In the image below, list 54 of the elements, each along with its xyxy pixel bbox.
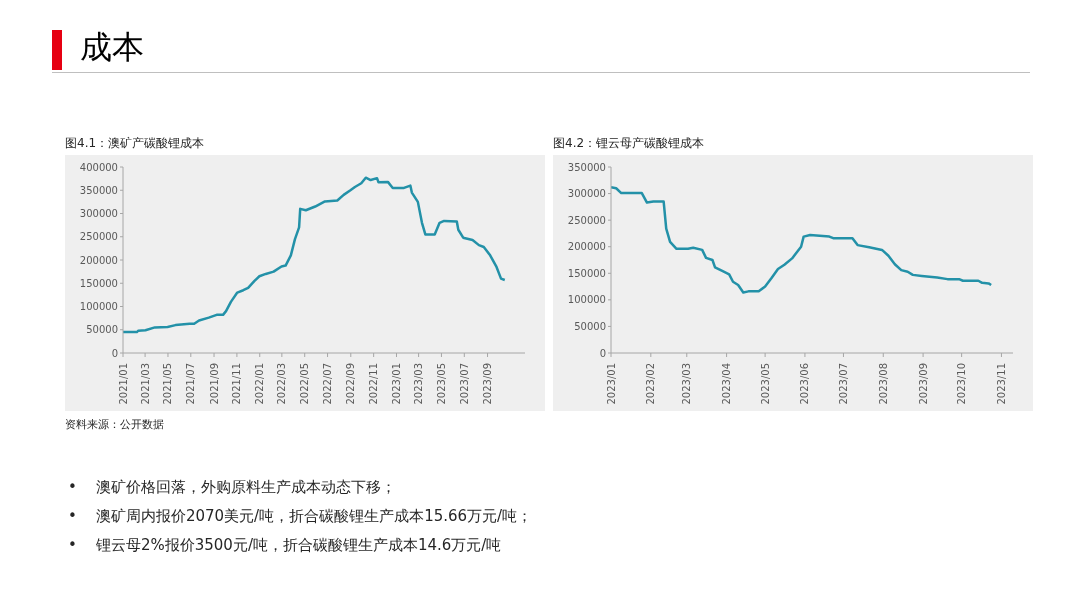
line-series bbox=[611, 185, 993, 294]
y-tick-label: 250000 bbox=[79, 231, 118, 243]
line-series bbox=[123, 176, 507, 334]
x-tick-label: 2023/02 bbox=[645, 363, 657, 405]
y-tick-label: 200000 bbox=[567, 241, 606, 253]
x-tick-label: 2021/03 bbox=[139, 363, 151, 405]
x-tick-label: 2022/03 bbox=[276, 363, 288, 405]
y-tick-label: 350000 bbox=[79, 184, 118, 196]
x-tick-label: 2021/11 bbox=[231, 363, 243, 405]
x-tick-label: 2022/07 bbox=[322, 363, 334, 405]
x-tick-label: 2023/05 bbox=[435, 363, 447, 405]
text: 成本 bbox=[80, 27, 144, 68]
x-tick-label: 2021/09 bbox=[208, 363, 220, 405]
y-tick-label: 300000 bbox=[567, 188, 606, 200]
text: • 澳矿价格回落，外购原料生产成本动态下移； bbox=[68, 477, 397, 498]
y-tick-label: 300000 bbox=[79, 208, 118, 220]
y-tick-label: 250000 bbox=[567, 214, 606, 226]
y-tick-label: 50000 bbox=[574, 320, 606, 332]
y-tick-label: 0 bbox=[111, 347, 118, 359]
x-tick-label: 2022/09 bbox=[345, 363, 357, 405]
x-tick-label: 2023/05 bbox=[759, 363, 771, 405]
y-tick-label: 100000 bbox=[79, 301, 118, 313]
x-tick-label: 2022/05 bbox=[299, 363, 311, 405]
x-tick-label: 2023/06 bbox=[799, 363, 811, 405]
y-tick-label: 400000 bbox=[79, 161, 118, 173]
x-tick-label: 2023/04 bbox=[721, 363, 733, 405]
x-tick-label: 2021/07 bbox=[185, 363, 197, 405]
x-tick-label: 2023/10 bbox=[956, 363, 968, 405]
x-tick-label: 2023/08 bbox=[877, 363, 889, 405]
x-tick-label: 2023/11 bbox=[995, 363, 1007, 405]
text: 资料来源：公开数据 bbox=[65, 417, 165, 432]
x-tick-label: 2023/07 bbox=[458, 363, 470, 405]
x-tick-label: 2023/01 bbox=[605, 363, 617, 405]
x-tick-label: 2022/11 bbox=[368, 363, 380, 405]
chart-title: 图4.2：锂云母产碳酸锂成本 bbox=[553, 135, 706, 152]
x-tick-label: 2023/09 bbox=[917, 363, 929, 405]
y-tick-label: 150000 bbox=[79, 277, 118, 289]
y-tick-label: 0 bbox=[599, 347, 606, 359]
chart-title: 图4.1：澳矿产碳酸锂成本 bbox=[65, 135, 206, 152]
text: • 锂云母2%报价3500元/吨，折合碳酸锂生产成本14.6万元/吨 bbox=[68, 535, 503, 556]
y-tick-label: 100000 bbox=[567, 294, 606, 306]
y-tick-label: 200000 bbox=[79, 254, 118, 266]
y-tick-label: 350000 bbox=[567, 161, 606, 173]
x-tick-label: 2022/01 bbox=[254, 363, 266, 405]
x-tick-label: 2021/01 bbox=[117, 363, 129, 405]
text: • 澳矿周内报价2070美元/吨，折合碳酸锂生产成本15.66万元/吨； bbox=[68, 506, 533, 527]
x-tick-label: 2021/05 bbox=[162, 363, 174, 405]
x-tick-label: 2023/03 bbox=[681, 363, 693, 405]
y-tick-label: 50000 bbox=[86, 324, 118, 336]
x-tick-label: 2023/03 bbox=[413, 363, 425, 405]
x-tick-label: 2023/09 bbox=[482, 363, 494, 405]
x-tick-label: 2023/07 bbox=[837, 363, 849, 405]
x-tick-label: 2023/01 bbox=[390, 363, 402, 405]
y-tick-label: 150000 bbox=[567, 267, 606, 279]
